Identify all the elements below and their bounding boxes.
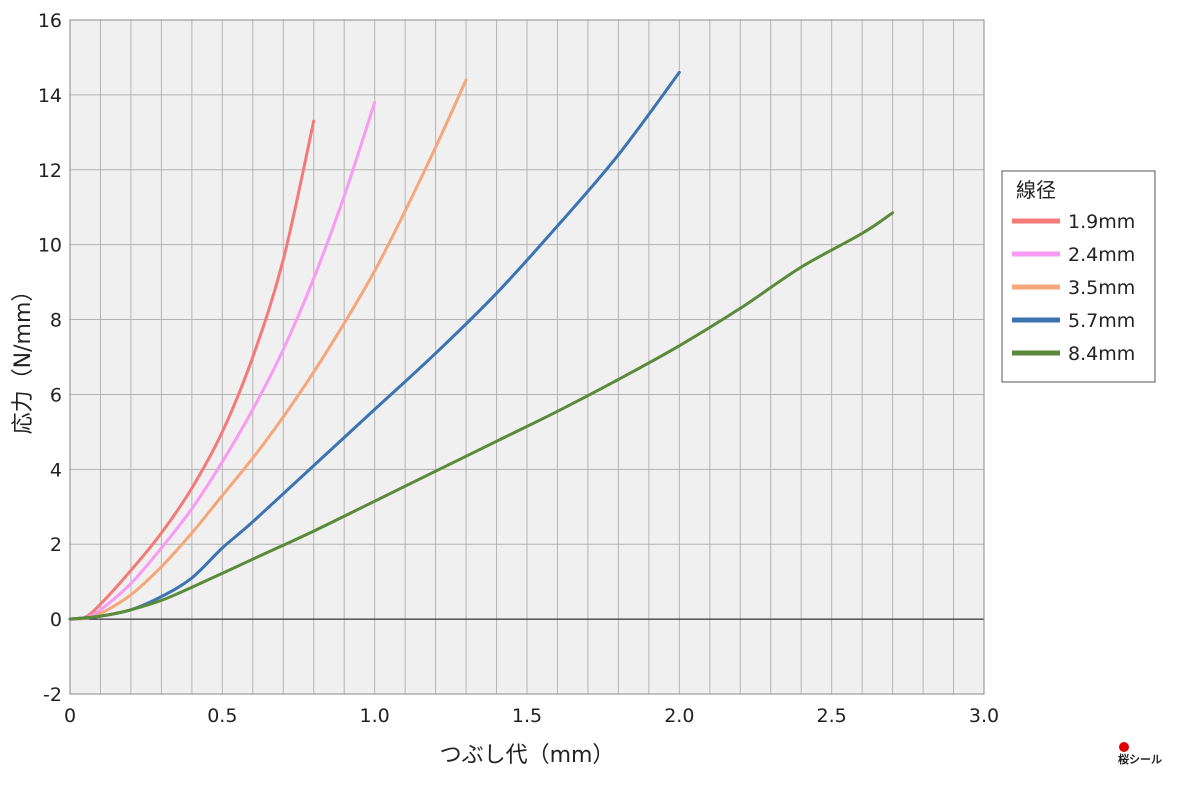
legend-label: 3.5mm (1068, 277, 1135, 299)
series-line-8.4mm (68, 211, 895, 621)
legend-title: 線径 (1016, 178, 1056, 202)
grid (70, 20, 984, 694)
legend-box (1001, 170, 1156, 383)
y-tick-label: 2 (50, 534, 62, 556)
x-tick-label: 0.5 (207, 705, 237, 727)
y-tick-label: 6 (50, 384, 62, 406)
legend: 線径 1.9mm 2.4mm 3.5mm 5.7mm 8.4mm (1001, 170, 1156, 383)
legend-label: 1.9mm (1068, 211, 1135, 233)
y-tick-label: 0 (50, 609, 62, 631)
x-tick-label: 2.0 (664, 705, 694, 727)
series-line-2.4mm (68, 100, 377, 621)
x-tick-label: 1.0 (360, 705, 390, 727)
y-tick-label: -2 (43, 684, 62, 706)
y-tick-label: 10 (38, 235, 62, 257)
series-group (68, 70, 895, 621)
x-axis-title: つぶし代（mm） (440, 743, 615, 768)
legend-items: 1.9mm 2.4mm 3.5mm 5.7mm 8.4mm (1012, 211, 1135, 365)
y-tick-label: 12 (38, 160, 62, 182)
y-tick-label: 14 (38, 85, 62, 107)
x-tick-label: 2.5 (817, 705, 847, 727)
logo-mark-icon (1119, 742, 1129, 752)
series-line-1.9mm (68, 119, 316, 621)
y-axis-title: 応力（N/mm） (11, 280, 36, 435)
legend-label: 8.4mm (1068, 343, 1135, 365)
legend-label: 5.7mm (1068, 310, 1135, 332)
series-line-3.5mm (68, 78, 468, 621)
x-tick-labels: 0 0.5 1.0 1.5 2.0 2.5 3.0 (64, 705, 999, 727)
y-tick-label: 4 (50, 459, 62, 481)
y-tick-label: 16 (38, 10, 62, 32)
legend-label: 2.4mm (1068, 244, 1135, 266)
y-tick-label: 8 (50, 310, 62, 332)
logo-text: 桜シール (1118, 752, 1162, 766)
x-tick-label: 1.5 (512, 705, 542, 727)
x-tick-label: 0 (64, 705, 76, 727)
logo: 桜シール (1118, 742, 1162, 766)
x-tick-label: 3.0 (969, 705, 999, 727)
y-tick-labels: -2 0 2 4 6 8 10 12 14 16 (38, 10, 62, 706)
plot-border (69, 19, 985, 695)
